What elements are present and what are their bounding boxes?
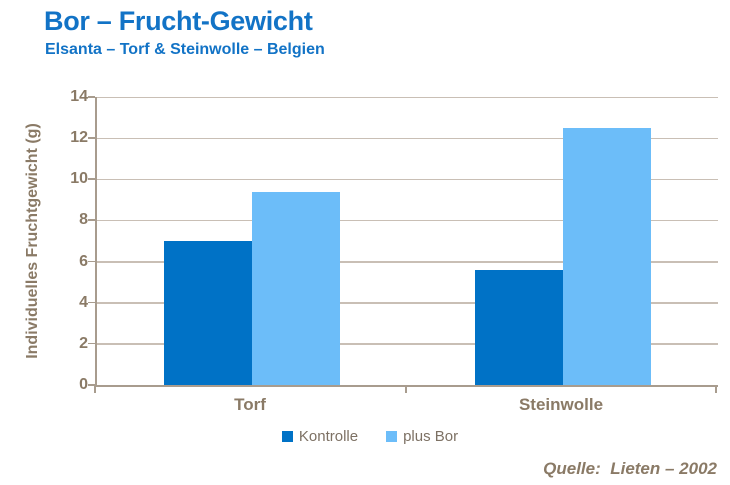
bar-plus-bor-steinwolle — [562, 127, 651, 385]
source-note: Quelle: Lieten – 2002 — [543, 459, 717, 478]
y-tick-mark-12 — [88, 137, 95, 139]
y-tick-mark-14 — [88, 96, 95, 98]
legend-swatch-kontrolle-icon — [281, 431, 293, 442]
page-subtitle: Elsanta – Torf & Steinwolle – Belgien — [45, 41, 325, 58]
y-tick-mark-0 — [88, 384, 95, 386]
x-category-label-torf: Torf — [234, 395, 266, 414]
y-tick-label-6: 6 — [79, 252, 88, 270]
y-tick-mark-2 — [88, 342, 95, 345]
legend-item-plus-bor: plus Bor — [386, 429, 458, 444]
x-tick-mark-2 — [715, 385, 717, 393]
y-tick-label-14: 14 — [70, 88, 88, 105]
legend-item-kontrolle: Kontrolle — [281, 428, 359, 445]
x-tick-mark-1 — [404, 385, 407, 393]
y-tick-mark-4 — [88, 301, 95, 304]
x-tick-mark-0 — [94, 385, 96, 393]
gridline-6 — [97, 261, 718, 263]
bar-kontrolle-steinwolle — [474, 269, 563, 385]
legend-label-kontrolle: Kontrolle — [298, 428, 359, 445]
legend-swatch-plus-bor-icon — [386, 431, 398, 442]
y-tick-label-12: 12 — [70, 129, 88, 147]
y-tick-mark-8 — [88, 219, 95, 221]
gridline-8 — [97, 219, 718, 222]
y-tick-label-10: 10 — [70, 170, 88, 188]
x-category-label-steinwolle: Steinwolle — [518, 395, 604, 414]
gridline-12 — [97, 137, 718, 140]
y-tick-mark-6 — [88, 260, 95, 263]
chart-legend: Kontrolle plus Bor — [95, 429, 645, 444]
page-title: Bor – Frucht-Gewicht — [44, 6, 313, 36]
gridline-4 — [97, 302, 718, 304]
y-tick-label-4: 4 — [79, 293, 88, 311]
bar-plus-bor-torf — [252, 191, 341, 385]
legend-label-plus-bor: plus Bor — [403, 428, 459, 445]
bar-kontrolle-torf — [164, 241, 253, 385]
plot-area — [95, 96, 718, 387]
gridline-14 — [97, 96, 718, 98]
gridline-10 — [97, 178, 718, 181]
y-tick-mark-10 — [88, 178, 95, 180]
y-tick-label-0: 0 — [79, 376, 88, 393]
y-tick-label-8: 8 — [79, 211, 88, 229]
gridline-2 — [97, 343, 718, 345]
y-tick-label-2: 2 — [79, 334, 88, 352]
